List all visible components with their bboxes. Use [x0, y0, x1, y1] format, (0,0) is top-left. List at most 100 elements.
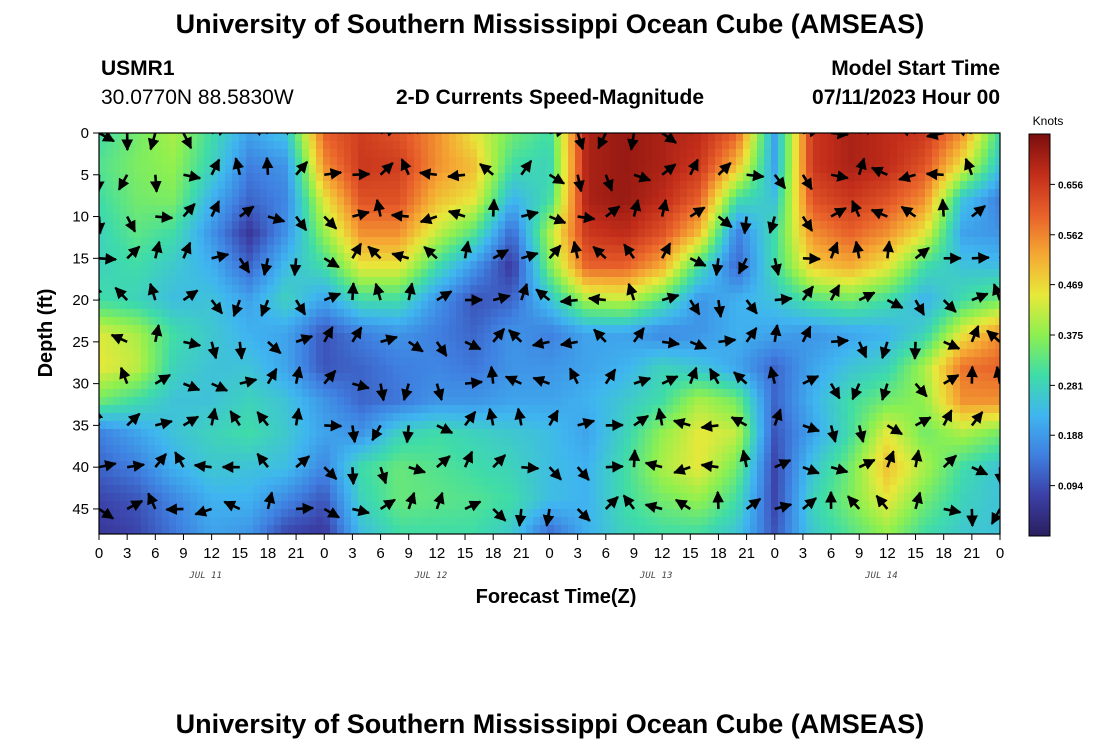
heatmap-cell: [708, 317, 716, 326]
heatmap-cell: [225, 325, 233, 334]
heatmap-cell: [449, 341, 457, 350]
heatmap-cell: [505, 461, 513, 470]
heatmap-cell: [463, 221, 471, 230]
heatmap-cell: [631, 221, 639, 230]
heatmap-cell: [708, 245, 716, 254]
heatmap-cell: [365, 213, 373, 222]
heatmap-cell: [456, 365, 464, 374]
heatmap-cell: [505, 389, 513, 398]
heatmap-cell: [526, 517, 534, 526]
heatmap-cell: [673, 285, 681, 294]
heatmap-cell: [442, 141, 450, 150]
heatmap-cell: [246, 469, 254, 478]
heatmap-cell: [694, 277, 702, 286]
heatmap-cell: [743, 397, 751, 406]
heatmap-cell: [687, 133, 695, 142]
heatmap-cell: [554, 253, 562, 262]
heatmap-cell: [428, 501, 436, 510]
heatmap-cell: [183, 365, 191, 374]
heatmap-cell: [491, 149, 499, 158]
heatmap-cell: [750, 269, 758, 278]
heatmap-cell: [120, 413, 128, 422]
heatmap-cell: [582, 365, 590, 374]
heatmap-cell: [589, 149, 597, 158]
heatmap-cell: [638, 461, 646, 470]
heatmap-cell: [400, 189, 408, 198]
heatmap-cell: [694, 173, 702, 182]
heatmap-cell: [414, 325, 422, 334]
heatmap-cell: [498, 485, 506, 494]
heatmap-cell: [141, 165, 149, 174]
heatmap-cell: [274, 325, 282, 334]
heatmap-cell: [134, 157, 142, 166]
heatmap-cell: [106, 141, 114, 150]
heatmap-cell: [246, 285, 254, 294]
heatmap-cell: [519, 365, 527, 374]
heatmap-cell: [134, 261, 142, 270]
heatmap-cell: [106, 469, 114, 478]
heatmap-cell: [421, 189, 429, 198]
heatmap-cell: [337, 357, 345, 366]
heatmap-cell: [218, 397, 226, 406]
heatmap-cell: [715, 285, 723, 294]
heatmap-cell: [575, 381, 583, 390]
heatmap-cell: [232, 253, 240, 262]
heatmap-cell: [729, 213, 737, 222]
heatmap-cell: [477, 333, 485, 342]
heatmap-cell: [729, 381, 737, 390]
heatmap-cell: [680, 509, 688, 518]
heatmap-cell: [484, 245, 492, 254]
heatmap-cell: [554, 397, 562, 406]
heatmap-cell: [260, 221, 268, 230]
heatmap-cell: [645, 381, 653, 390]
heatmap-cell: [533, 413, 541, 422]
heatmap-cell: [687, 333, 695, 342]
heatmap-cell: [155, 269, 163, 278]
heatmap-cell: [281, 301, 289, 310]
heatmap-cell: [225, 389, 233, 398]
heatmap-cell: [617, 325, 625, 334]
heatmap-cell: [666, 237, 674, 246]
heatmap-cell: [239, 277, 247, 286]
heatmap-cell: [337, 181, 345, 190]
heatmap-cell: [274, 221, 282, 230]
heatmap-cell: [162, 469, 170, 478]
heatmap-cell: [330, 525, 338, 534]
heatmap-cell: [309, 157, 317, 166]
heatmap-cell: [561, 229, 569, 238]
heatmap-cell: [218, 477, 226, 486]
heatmap-cell: [393, 157, 401, 166]
heatmap-cell: [239, 285, 247, 294]
heatmap-cell: [393, 301, 401, 310]
heatmap-cell: [211, 333, 219, 342]
heatmap-cell: [379, 501, 387, 510]
heatmap-cell: [757, 325, 765, 334]
heatmap-cell: [596, 149, 604, 158]
heatmap-cell: [757, 333, 765, 342]
heatmap-cell: [211, 525, 219, 534]
heatmap-cell: [225, 221, 233, 230]
heatmap-cell: [638, 277, 646, 286]
heatmap-cell: [330, 381, 338, 390]
heatmap-cell: [176, 501, 184, 510]
heatmap-cell: [113, 261, 121, 270]
heatmap-cell: [589, 341, 597, 350]
heatmap-cell: [162, 477, 170, 486]
heatmap-cell: [148, 165, 156, 174]
heatmap-cell: [449, 317, 457, 326]
heatmap-cell: [162, 181, 170, 190]
heatmap-cell: [239, 189, 247, 198]
heatmap-cell: [540, 333, 548, 342]
heatmap-cell: [190, 437, 198, 446]
heatmap-cell: [771, 357, 779, 366]
heatmap-cell: [358, 397, 366, 406]
heatmap-cell: [358, 413, 366, 422]
heatmap-cell: [470, 373, 478, 382]
heatmap-cell: [736, 405, 744, 414]
heatmap-cell: [267, 165, 275, 174]
heatmap-cell: [407, 245, 415, 254]
heatmap-cell: [99, 421, 107, 430]
heatmap-cell: [589, 365, 597, 374]
heatmap-cell: [190, 469, 198, 478]
heatmap-cell: [428, 285, 436, 294]
